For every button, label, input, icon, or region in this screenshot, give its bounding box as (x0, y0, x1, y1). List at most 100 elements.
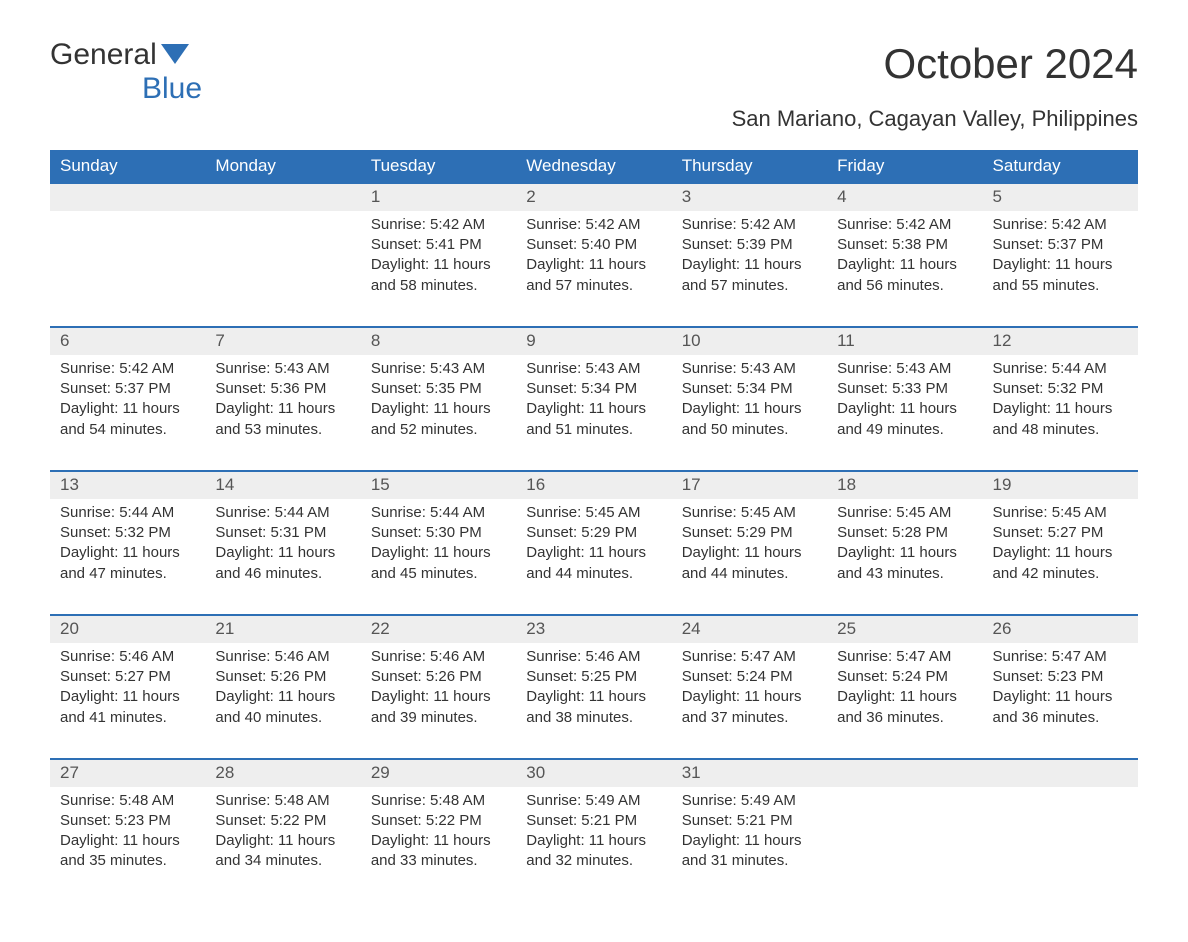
daylight-text: Daylight: 11 hours and 57 minutes. (682, 255, 817, 296)
sunrise-text: Sunrise: 5:42 AM (682, 215, 817, 235)
sunset-text: Sunset: 5:34 PM (682, 379, 817, 399)
location-subtitle: San Mariano, Cagayan Valley, Philippines (50, 106, 1138, 132)
daylight-text: Daylight: 11 hours and 50 minutes. (682, 399, 817, 440)
sunrise-text: Sunrise: 5:45 AM (682, 503, 817, 523)
calendar-day-cell: 6 Sunrise: 5:42 AMSunset: 5:37 PMDaylight… (50, 327, 205, 471)
day-number: 19 (983, 472, 1138, 499)
calendar-day-cell: 18Sunrise: 5:45 AMSunset: 5:28 PMDayligh… (827, 471, 982, 615)
day-number-empty (983, 760, 1138, 787)
day-number: 9 (516, 328, 671, 355)
day-number: 2 (516, 184, 671, 211)
sunrise-text: Sunrise: 5:49 AM (682, 791, 817, 811)
day-content: Sunrise: 5:42 AMSunset: 5:37 PMDaylight:… (993, 215, 1128, 296)
day-content: Sunrise: 5:46 AMSunset: 5:26 PMDaylight:… (371, 647, 506, 728)
daylight-text: Daylight: 11 hours and 46 minutes. (215, 543, 350, 584)
calendar-day-cell: 8Sunrise: 5:43 AMSunset: 5:35 PMDaylight… (361, 327, 516, 471)
calendar-week-row: 1 Sunrise: 5:42 AMSunset: 5:41 PMDaylight… (50, 183, 1138, 327)
calendar-day-cell (827, 759, 982, 902)
daylight-text: Daylight: 11 hours and 33 minutes. (371, 831, 506, 872)
daylight-text: Daylight: 11 hours and 56 minutes. (837, 255, 972, 296)
day-content: Sunrise: 5:42 AMSunset: 5:37 PMDaylight:… (60, 359, 195, 440)
day-content: Sunrise: 5:45 AMSunset: 5:29 PMDaylight:… (526, 503, 661, 584)
calendar-week-row: 13Sunrise: 5:44 AMSunset: 5:32 PMDayligh… (50, 471, 1138, 615)
day-content: Sunrise: 5:49 AMSunset: 5:21 PMDaylight:… (682, 791, 817, 872)
calendar-day-cell: 19Sunrise: 5:45 AMSunset: 5:27 PMDayligh… (983, 471, 1138, 615)
sunset-text: Sunset: 5:33 PM (837, 379, 972, 399)
calendar-day-cell: 29Sunrise: 5:48 AMSunset: 5:22 PMDayligh… (361, 759, 516, 902)
day-content: Sunrise: 5:46 AMSunset: 5:26 PMDaylight:… (215, 647, 350, 728)
col-tuesday: Tuesday (361, 150, 516, 183)
logo-flag-icon (161, 40, 189, 70)
sunrise-text: Sunrise: 5:46 AM (60, 647, 195, 667)
day-number: 31 (672, 760, 827, 787)
daylight-text: Daylight: 11 hours and 47 minutes. (60, 543, 195, 584)
col-wednesday: Wednesday (516, 150, 671, 183)
sunrise-text: Sunrise: 5:43 AM (215, 359, 350, 379)
sunrise-text: Sunrise: 5:47 AM (837, 647, 972, 667)
day-number: 6 (50, 328, 205, 355)
sunrise-text: Sunrise: 5:48 AM (371, 791, 506, 811)
calendar-day-cell: 27Sunrise: 5:48 AMSunset: 5:23 PMDayligh… (50, 759, 205, 902)
daylight-text: Daylight: 11 hours and 35 minutes. (60, 831, 195, 872)
calendar-day-cell: 21Sunrise: 5:46 AMSunset: 5:26 PMDayligh… (205, 615, 360, 759)
day-number: 20 (50, 616, 205, 643)
day-content: Sunrise: 5:43 AMSunset: 5:33 PMDaylight:… (837, 359, 972, 440)
day-number: 24 (672, 616, 827, 643)
daylight-text: Daylight: 11 hours and 41 minutes. (60, 687, 195, 728)
sunset-text: Sunset: 5:38 PM (837, 235, 972, 255)
day-number: 8 (361, 328, 516, 355)
sunrise-text: Sunrise: 5:44 AM (215, 503, 350, 523)
day-content: Sunrise: 5:42 AMSunset: 5:40 PMDaylight:… (526, 215, 661, 296)
calendar-week-row: 6 Sunrise: 5:42 AMSunset: 5:37 PMDaylight… (50, 327, 1138, 471)
logo-general: General (50, 40, 157, 70)
day-content: Sunrise: 5:42 AMSunset: 5:41 PMDaylight:… (371, 215, 506, 296)
calendar-day-cell: 14Sunrise: 5:44 AMSunset: 5:31 PMDayligh… (205, 471, 360, 615)
sunset-text: Sunset: 5:22 PM (215, 811, 350, 831)
day-number: 12 (983, 328, 1138, 355)
day-number: 18 (827, 472, 982, 499)
calendar-header-row: Sunday Monday Tuesday Wednesday Thursday… (50, 150, 1138, 183)
daylight-text: Daylight: 11 hours and 53 minutes. (215, 399, 350, 440)
daylight-text: Daylight: 11 hours and 37 minutes. (682, 687, 817, 728)
calendar-day-cell: 24Sunrise: 5:47 AMSunset: 5:24 PMDayligh… (672, 615, 827, 759)
daylight-text: Daylight: 11 hours and 31 minutes. (682, 831, 817, 872)
day-number: 26 (983, 616, 1138, 643)
sunset-text: Sunset: 5:40 PM (526, 235, 661, 255)
logo-blue: Blue (142, 72, 202, 105)
calendar-day-cell (205, 183, 360, 327)
daylight-text: Daylight: 11 hours and 34 minutes. (215, 831, 350, 872)
calendar-day-cell: 26 Sunrise: 5:47 AMSunset: 5:23 PMDayligh… (983, 615, 1138, 759)
sunset-text: Sunset: 5:22 PM (371, 811, 506, 831)
sunrise-text: Sunrise: 5:45 AM (837, 503, 972, 523)
calendar-table: Sunday Monday Tuesday Wednesday Thursday… (50, 150, 1138, 902)
daylight-text: Daylight: 11 hours and 44 minutes. (526, 543, 661, 584)
day-content: Sunrise: 5:44 AMSunset: 5:32 PMDaylight:… (993, 359, 1128, 440)
calendar-day-cell: 11Sunrise: 5:43 AMSunset: 5:33 PMDayligh… (827, 327, 982, 471)
sunrise-text: Sunrise: 5:46 AM (526, 647, 661, 667)
calendar-day-cell: 30Sunrise: 5:49 AMSunset: 5:21 PMDayligh… (516, 759, 671, 902)
daylight-text: Daylight: 11 hours and 52 minutes. (371, 399, 506, 440)
day-content: Sunrise: 5:48 AMSunset: 5:23 PMDaylight:… (60, 791, 195, 872)
sunrise-text: Sunrise: 5:43 AM (526, 359, 661, 379)
day-content: Sunrise: 5:42 AMSunset: 5:38 PMDaylight:… (837, 215, 972, 296)
calendar-day-cell (983, 759, 1138, 902)
sunrise-text: Sunrise: 5:49 AM (526, 791, 661, 811)
day-number: 5 (983, 184, 1138, 211)
daylight-text: Daylight: 11 hours and 58 minutes. (371, 255, 506, 296)
page-title: October 2024 (883, 40, 1138, 88)
day-number: 10 (672, 328, 827, 355)
sunset-text: Sunset: 5:29 PM (682, 523, 817, 543)
calendar-week-row: 20Sunrise: 5:46 AMSunset: 5:27 PMDayligh… (50, 615, 1138, 759)
day-number: 14 (205, 472, 360, 499)
sunset-text: Sunset: 5:21 PM (526, 811, 661, 831)
sunrise-text: Sunrise: 5:44 AM (993, 359, 1128, 379)
day-content: Sunrise: 5:47 AMSunset: 5:23 PMDaylight:… (993, 647, 1128, 728)
day-content: Sunrise: 5:43 AMSunset: 5:34 PMDaylight:… (526, 359, 661, 440)
calendar-day-cell: 16Sunrise: 5:45 AMSunset: 5:29 PMDayligh… (516, 471, 671, 615)
daylight-text: Daylight: 11 hours and 38 minutes. (526, 687, 661, 728)
sunrise-text: Sunrise: 5:42 AM (60, 359, 195, 379)
day-content: Sunrise: 5:44 AMSunset: 5:32 PMDaylight:… (60, 503, 195, 584)
sunrise-text: Sunrise: 5:42 AM (371, 215, 506, 235)
calendar-day-cell: 28Sunrise: 5:48 AMSunset: 5:22 PMDayligh… (205, 759, 360, 902)
day-number: 1 (361, 184, 516, 211)
